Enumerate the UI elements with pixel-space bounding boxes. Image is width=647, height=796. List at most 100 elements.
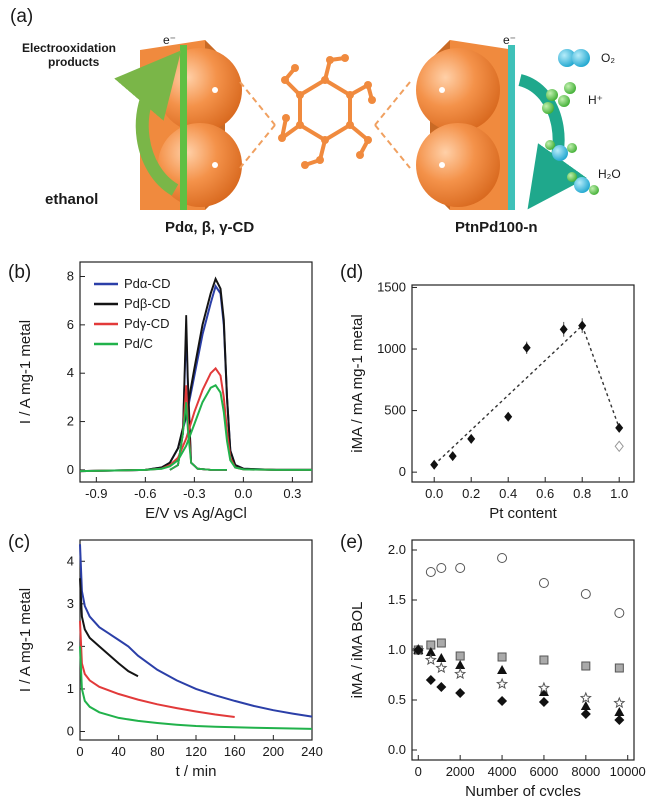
marker-diamond — [580, 709, 591, 719]
marker-open-circle — [580, 589, 591, 599]
legend-label: Pdα-CD — [124, 276, 171, 291]
x-axis-label: t / min — [176, 763, 217, 780]
data-point — [522, 342, 531, 353]
h2o-label: H₂O — [598, 167, 621, 181]
dash-link — [374, 124, 411, 169]
x-tick-label: 4000 — [488, 764, 517, 779]
ethanol-label: ethanol — [45, 191, 98, 208]
y-tick-label: 1500 — [377, 279, 406, 294]
open-data-point — [614, 440, 624, 453]
marker-open-star — [579, 691, 592, 704]
x-tick-label: 8000 — [571, 764, 600, 779]
x-tick-label: 0.8 — [573, 486, 591, 501]
marker-open-circle — [455, 563, 466, 573]
o2-label: O₂ — [601, 51, 615, 65]
data-point — [504, 411, 513, 422]
marker-diamond — [538, 697, 549, 707]
y-tick-label: 6 — [67, 317, 74, 332]
cyclodextrin-atoms — [278, 54, 376, 169]
y-tick-label: 1000 — [377, 341, 406, 356]
electrooxidation-label: Electrooxidation — [22, 41, 116, 55]
y-axis-label: iMA / mA mg-1 metal — [349, 314, 366, 452]
marker-triangle — [580, 701, 591, 710]
pd-cd-particle — [140, 40, 242, 210]
electron-left-label: e⁻ — [163, 33, 176, 47]
marker-triangle — [497, 665, 508, 674]
marker-gray-square — [581, 661, 591, 671]
y-axis-label: iMA / iMA BOL — [349, 602, 366, 699]
electrode-strip-right — [508, 45, 515, 210]
y-tick-label: 0.5 — [388, 692, 406, 707]
hplus-label: H⁺ — [588, 93, 603, 107]
marker-open-circle — [436, 563, 447, 573]
ca-curve-2 — [79, 620, 235, 718]
panel-e-label: (e) — [340, 532, 363, 553]
reduction-arrow — [518, 74, 587, 210]
plot-frame — [411, 539, 635, 761]
ptpd-particle — [416, 40, 515, 210]
cv-backward-curve-3 — [169, 402, 227, 471]
marker-triangle — [425, 647, 436, 656]
h2o-molecules — [545, 140, 599, 195]
cv-forward-curve-1 — [79, 276, 312, 473]
y-tick-label: 2 — [67, 638, 74, 653]
marker-open-circle — [538, 578, 549, 588]
x-tick-label: 1.0 — [610, 486, 628, 501]
x-tick-label: 0 — [415, 764, 422, 779]
products-label: products — [48, 55, 100, 69]
y-axis-label: I / A mg-1 metal — [17, 320, 34, 424]
cyclodextrin-molecule — [280, 56, 374, 167]
marker-diamond — [614, 715, 625, 725]
marker-diamond — [425, 675, 436, 685]
y-tick-label: 0.0 — [388, 742, 406, 757]
x-axis-label: Pt content — [489, 505, 557, 522]
y-tick-label: 4 — [67, 365, 74, 380]
legend-label: Pd/C — [124, 336, 153, 351]
plot-frame — [411, 284, 635, 483]
y-tick-label: 8 — [67, 269, 74, 284]
marker-open-circle — [614, 608, 625, 618]
x-axis-label: Number of cycles — [465, 783, 581, 796]
cv-forward-curve-3 — [79, 384, 312, 473]
o2-molecule — [558, 49, 590, 67]
panel-b-label: (b) — [8, 262, 31, 283]
panel-c-label: (c) — [8, 532, 30, 553]
marker-open-star — [496, 677, 509, 690]
x-tick-label: -0.6 — [134, 486, 156, 501]
panel-a-schematic: (a) e⁻ Electrooxidation products ethanol… — [10, 6, 621, 236]
marker-gray-square — [614, 663, 624, 673]
marker-gray-square — [455, 651, 465, 661]
y-tick-label: 1.0 — [388, 642, 406, 657]
marker-open-circle — [425, 567, 436, 577]
chart-d-mass-activity: 0.0 0.2 0.4 0.6 0.8 1.0 0 500 1000 1500 Pt content… — [349, 279, 635, 522]
x-tick-label: 40 — [111, 744, 125, 759]
data-point — [467, 433, 476, 444]
x-tick-label: 0 — [76, 744, 83, 759]
marker-open-circle — [497, 553, 508, 563]
ca-curve-0 — [79, 544, 313, 718]
data-point — [448, 451, 457, 462]
y-tick-label: 1 — [67, 681, 74, 696]
legend-label: Pdβ-CD — [124, 296, 170, 311]
y-tick-label: 3 — [67, 596, 74, 611]
chart-c-chronoamperometry: 0 40 80 120 160 200 240 0 1 2 3 4 t / min I / A mg-1 … — [17, 539, 323, 780]
marker-open-star — [613, 696, 626, 709]
ca-curve-3 — [79, 646, 313, 730]
electron-right-label: e⁻ — [503, 33, 516, 47]
x-tick-label: 160 — [224, 744, 246, 759]
x-tick-label: 240 — [301, 744, 323, 759]
dash-link — [239, 124, 276, 169]
x-tick-label: 6000 — [529, 764, 558, 779]
panel-a-label: (a) — [10, 6, 33, 27]
marker-open-star — [424, 653, 437, 666]
chart-e-durability: 0 2000 4000 6000 8000 10000 0.0 0.5 1.0 1.5 2.0 Num… — [349, 539, 646, 796]
electrode-strip-left — [180, 45, 187, 210]
data-point — [578, 320, 587, 331]
y-axis-label: I / A mg-1 metal — [17, 588, 34, 692]
legend-label: Pdγ-CD — [124, 316, 170, 331]
x-tick-label: 200 — [262, 744, 284, 759]
proton-cluster — [542, 82, 576, 114]
y-tick-label: 2 — [67, 414, 74, 429]
x-tick-label: 0.3 — [283, 486, 301, 501]
